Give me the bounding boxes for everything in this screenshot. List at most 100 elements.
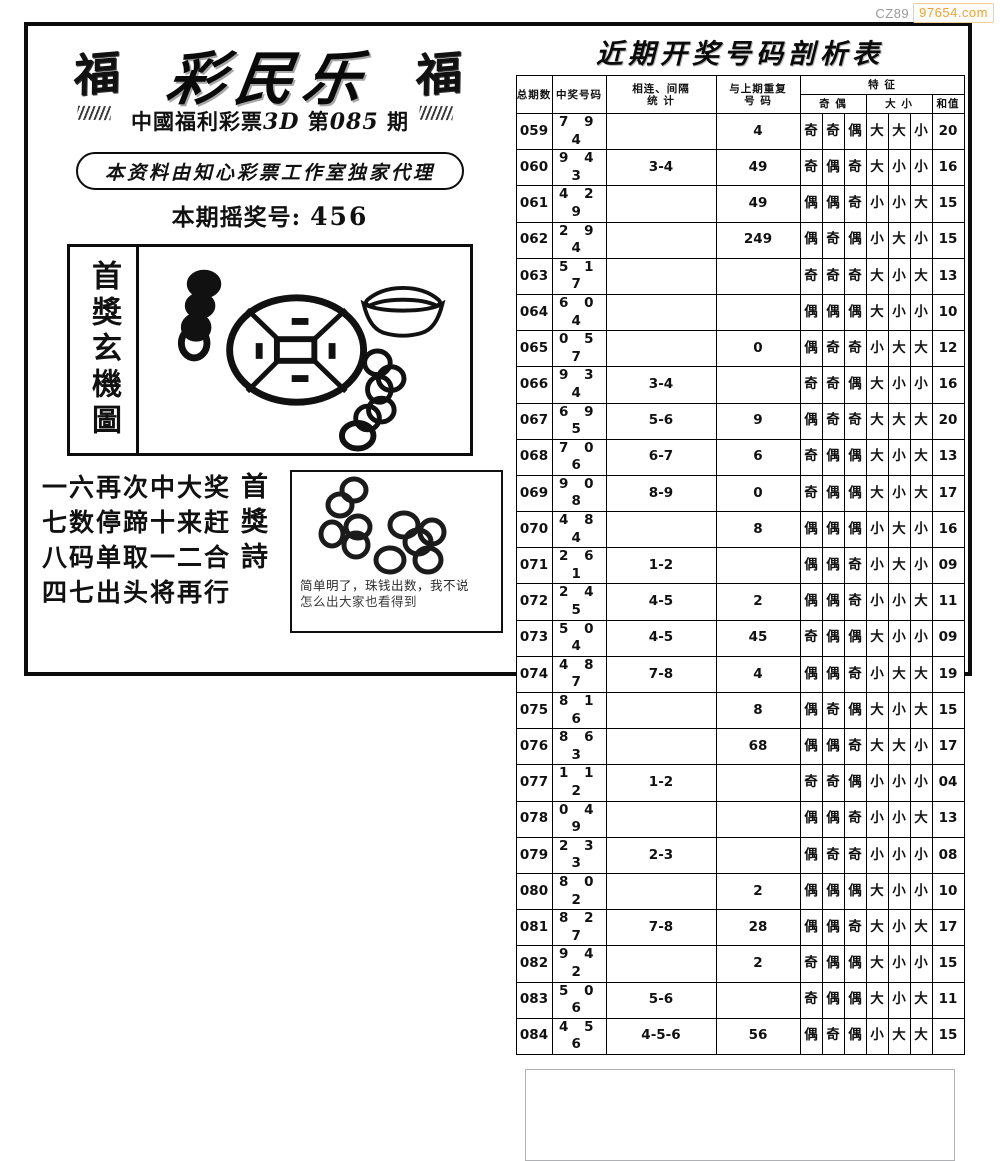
cell-repeat: 8 [715, 511, 801, 549]
cell-adjacent: 1-2 [605, 764, 717, 802]
cell-adjacent: 2-3 [605, 836, 717, 874]
cell-adjacent [605, 872, 717, 911]
cell-sum: 13 [931, 438, 965, 476]
cell-repeat [715, 836, 801, 874]
header-adjacent-bottom: 统 计 [647, 94, 675, 107]
table-row: 074 4 8 7 7-8 4 偶偶奇小大大 19 [515, 655, 965, 694]
cell-odd-even: 奇 [821, 836, 845, 874]
cell-numbers: 6 0 4 [551, 293, 607, 332]
cell-sum: 16 [931, 511, 965, 549]
cell-sum: 17 [931, 474, 965, 513]
cell-big-small: 大 [909, 402, 933, 440]
header-repeat-top: 与上期重复 [729, 82, 787, 95]
cell-repeat: 4 [715, 112, 801, 151]
right-column: 近期开奖号码剖析表 总期数 中奖号码 相连、间隔 统 计 与上期重复 [512, 26, 968, 1161]
cell-odd-even: 偶 [799, 655, 823, 694]
table-row: 075 8 1 6 8 偶奇偶大小大 15 [515, 691, 965, 730]
cell-adjacent [605, 293, 717, 332]
main-illustration-box: 首獎玄機圖 [67, 244, 473, 456]
bead-icon [177, 324, 211, 362]
cell-big-small: 小 [887, 257, 911, 295]
cell-sum: 13 [931, 800, 965, 838]
cell-odd-even: 奇 [821, 691, 845, 730]
cell-repeat: 49 [715, 149, 801, 187]
table-row: 064 6 0 4 偶偶偶大小小 10 [515, 293, 965, 332]
cell-odd-even: 奇 [799, 257, 823, 295]
cell-big-small: 大 [909, 909, 933, 947]
table-row: 081 8 2 7 7-8 28 偶偶奇大小大 17 [515, 909, 965, 947]
cell-big-small: 大 [909, 474, 933, 513]
cell-issue: 083 [515, 981, 553, 1019]
cell-big-small: 大 [865, 402, 889, 440]
cell-adjacent [605, 112, 717, 151]
cell-adjacent [605, 511, 717, 549]
analysis-table: 总期数 中奖号码 相连、间隔 统 计 与上期重复 号 码 特 征 奇 偶 [515, 75, 965, 1055]
cell-odd-even: 偶 [799, 293, 823, 332]
cell-odd-even: 偶 [821, 872, 845, 911]
cell-big-small: 大 [909, 655, 933, 694]
cell-odd-even: 偶 [821, 438, 845, 476]
poem-label-text: 首獎詩 [236, 472, 267, 577]
cell-big-small: 小 [909, 764, 933, 802]
cell-adjacent [605, 800, 717, 838]
cell-odd-even: 偶 [799, 872, 823, 911]
table-row: 062 2 9 4 249 偶奇偶小大小 15 [515, 221, 965, 259]
cell-odd-even: 偶 [843, 691, 867, 730]
cell-numbers: 9 0 8 [551, 474, 607, 513]
poem-line: 八码单取一二合 [42, 543, 232, 572]
cell-big-small: 小 [887, 800, 911, 838]
cell-big-small: 小 [887, 474, 911, 513]
cell-repeat [715, 764, 801, 802]
cell-issue: 081 [515, 909, 553, 947]
cell-odd-even: 偶 [843, 221, 867, 259]
table-row: 080 8 0 2 2 偶偶偶大小小 10 [515, 872, 965, 911]
cell-adjacent: 3-4 [605, 149, 717, 187]
cell-numbers: 6 9 5 [551, 402, 607, 440]
cell-issue: 067 [515, 402, 553, 440]
cell-big-small: 小 [909, 945, 933, 983]
cell-odd-even: 偶 [799, 547, 823, 585]
cell-adjacent: 1-2 [605, 547, 717, 585]
cell-big-small: 小 [887, 366, 911, 404]
cell-big-small: 小 [865, 330, 889, 368]
cell-odd-even: 偶 [799, 402, 823, 440]
cell-repeat [715, 257, 801, 295]
cell-numbers: 4 2 9 [551, 185, 607, 223]
cell-odd-even: 奇 [821, 366, 845, 404]
bead-icon [343, 513, 373, 541]
analysis-table-title: 近期开奖号码剖析表 [596, 39, 884, 70]
cell-repeat: 249 [715, 221, 801, 259]
issue-suffix: 期 [386, 109, 409, 134]
cell-big-small: 小 [887, 293, 911, 332]
cell-sum: 15 [931, 945, 965, 983]
cell-odd-even: 偶 [799, 691, 823, 730]
cell-big-small: 小 [865, 1017, 889, 1055]
table-row: 078 0 4 9 偶偶奇小小大 13 [515, 800, 965, 838]
issue-label: 第 [307, 109, 330, 134]
cell-sum: 10 [931, 293, 965, 332]
cell-odd-even: 偶 [843, 511, 867, 549]
cell-odd-even: 偶 [821, 293, 845, 332]
cell-repeat: 28 [715, 909, 801, 947]
cell-odd-even: 偶 [821, 728, 845, 766]
cell-odd-even: 奇 [821, 330, 845, 368]
cell-sum: 12 [931, 330, 965, 368]
cell-adjacent [605, 257, 717, 295]
table-row: 059 7 9 4 4 奇奇偶大大小 20 [515, 112, 965, 151]
cell-issue: 070 [515, 511, 553, 549]
cell-repeat: 2 [715, 872, 801, 911]
cell-big-small: 大 [887, 547, 911, 585]
cell-odd-even: 偶 [799, 909, 823, 947]
cell-big-small: 小 [909, 872, 933, 911]
cell-repeat: 2 [715, 583, 801, 621]
table-row: 072 2 4 5 4-5 2 偶偶奇小小大 11 [515, 583, 965, 621]
ingot-icon [364, 285, 443, 308]
cell-big-small: 小 [887, 583, 911, 621]
cell-numbers: 7 0 6 [551, 438, 607, 476]
cell-odd-even: 偶 [799, 583, 823, 621]
cell-numbers: 5 1 7 [551, 257, 607, 295]
header-issue: 总期数 [515, 75, 553, 114]
cell-sum: 08 [931, 836, 965, 874]
cell-issue: 075 [515, 691, 553, 730]
cell-big-small: 大 [865, 474, 889, 513]
